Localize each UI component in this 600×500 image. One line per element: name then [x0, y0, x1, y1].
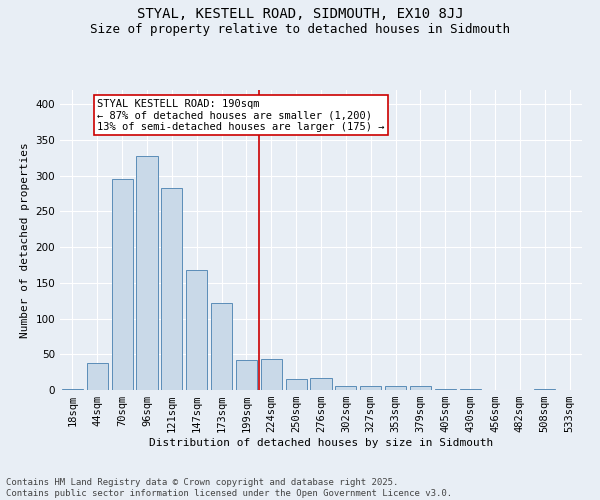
Text: STYAL KESTELL ROAD: 190sqm
← 87% of detached houses are smaller (1,200)
13% of s: STYAL KESTELL ROAD: 190sqm ← 87% of deta… — [97, 98, 385, 132]
Bar — [335, 386, 356, 390]
Bar — [186, 270, 207, 390]
Bar — [161, 188, 182, 390]
Text: STYAL, KESTELL ROAD, SIDMOUTH, EX10 8JJ: STYAL, KESTELL ROAD, SIDMOUTH, EX10 8JJ — [137, 8, 463, 22]
Bar — [62, 388, 83, 390]
Y-axis label: Number of detached properties: Number of detached properties — [20, 142, 30, 338]
Bar — [112, 180, 133, 390]
Bar — [236, 360, 257, 390]
Text: Size of property relative to detached houses in Sidmouth: Size of property relative to detached ho… — [90, 22, 510, 36]
Bar — [310, 378, 332, 390]
Bar — [385, 386, 406, 390]
Bar — [360, 386, 381, 390]
Bar — [211, 303, 232, 390]
Bar — [87, 363, 108, 390]
Text: Contains HM Land Registry data © Crown copyright and database right 2025.
Contai: Contains HM Land Registry data © Crown c… — [6, 478, 452, 498]
X-axis label: Distribution of detached houses by size in Sidmouth: Distribution of detached houses by size … — [149, 438, 493, 448]
Bar — [286, 380, 307, 390]
Bar — [261, 358, 282, 390]
Bar — [410, 386, 431, 390]
Bar — [136, 156, 158, 390]
Bar — [534, 388, 555, 390]
